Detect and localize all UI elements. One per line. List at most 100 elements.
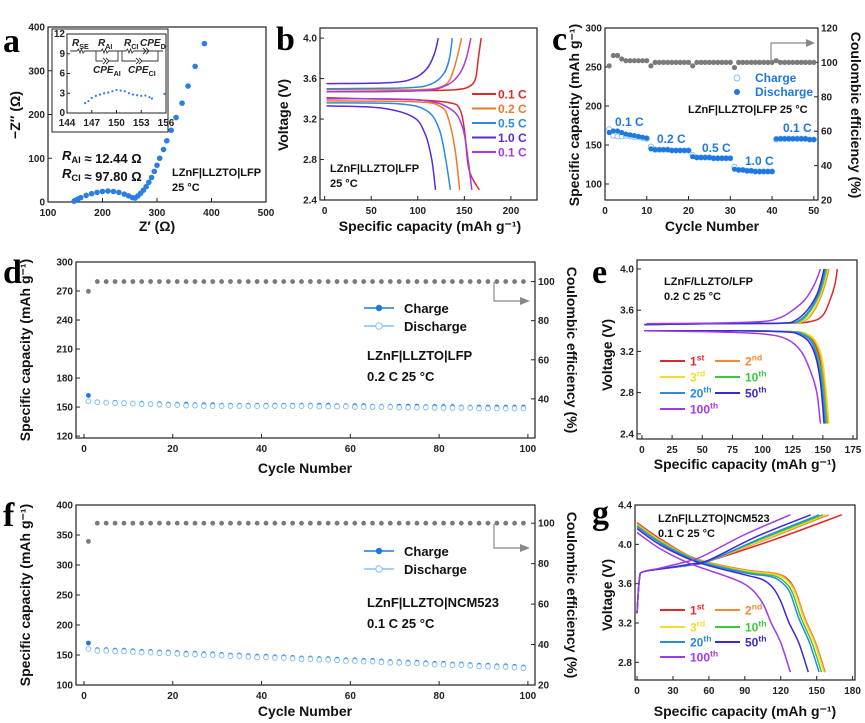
data-point-open [422,404,429,411]
y-tick-label: 3.6 [618,579,632,590]
data-point [254,279,260,284]
x-tick-label: 20 [167,691,179,702]
y-tick-label: 100 [28,154,45,165]
x-tick-label: 60 [345,691,357,702]
series-10c [326,37,440,190]
data-point [610,128,616,134]
data-point-open [147,649,154,656]
data-point-open [94,647,101,654]
discharge-curve [326,105,437,190]
x-tick-label: 0 [81,444,87,455]
data-point-open [493,405,500,412]
data-point-open [165,402,172,409]
data-point [723,59,729,65]
text-segment: st [697,353,705,363]
data-point-open [511,405,518,412]
data-point [644,58,650,64]
data-point [168,127,174,134]
data-point-open [476,405,482,412]
text-segment: CI [71,173,80,183]
legend-label: Charge [404,544,449,559]
legend-label: 20th [690,385,712,401]
data-point [281,279,287,284]
y-tick-label: 350 [56,531,73,542]
y-tick-label: 2.8 [618,658,632,669]
plot-frame [604,27,819,201]
x-tick-label: 20 [683,206,695,217]
data-point-open [254,403,261,409]
panel-letter: c [552,21,567,58]
panel-e: e Specific capacity (mAh g⁻¹) Voltage (V) 0… [592,254,862,472]
data-point [210,520,216,526]
x-axis-label: Cycle Number [665,218,760,234]
data-point-open [351,658,358,664]
inset-data-point [111,90,114,93]
data-point-open [485,663,491,670]
inset-y-tick-label: 0 [59,108,65,119]
x-tick-label: 200 [94,208,111,219]
data-point [325,279,331,284]
data-point [761,59,767,65]
text-segment: 1 [690,604,697,618]
text-segment: R [62,148,72,163]
y-tick-label: 300 [585,24,602,35]
data-point-open [263,654,269,661]
data-point [157,279,162,284]
inset-x-tick-label: 144 [59,118,76,129]
legend-label: Charge [404,301,449,316]
x-tick-label: 150 [815,445,832,456]
legend-label: 1.0 C [498,131,527,145]
data-point-open [165,650,172,657]
data-point [86,288,91,294]
data-point [648,146,654,152]
data-point-open [396,404,403,411]
y-tick-label: 150 [585,141,602,152]
data-point [623,58,629,64]
data-point [192,279,198,284]
text-segment: th [710,649,718,659]
data-point-open [375,322,383,330]
data-point [458,520,464,526]
data-point [731,166,738,172]
data-point [148,279,153,284]
data-point [299,520,304,526]
data-point-open [378,659,385,666]
legend-label: 0.1 C [498,146,527,160]
data-point [387,520,393,526]
series-ce [606,52,817,71]
y-tick-label: 200 [28,110,45,121]
data-point-open [121,648,127,655]
data-point [272,279,278,284]
text-segment: th [758,385,766,395]
data-point-open [85,398,92,405]
data-point [719,155,725,161]
data-point [656,147,662,153]
legend-label: 50th [745,634,767,650]
text-segment: 1 [690,355,697,369]
data-point-open [236,653,243,660]
data-point [316,520,322,526]
data-point [710,59,717,65]
x-tick-label: 50 [808,206,820,217]
data-point [245,520,251,526]
data-point-open [387,659,394,666]
data-point [290,520,296,526]
data-point [179,100,185,106]
y-tick-label: 400 [56,501,73,512]
data-point [761,168,767,175]
data-point [811,136,817,143]
data-point-open [85,646,92,652]
data-point [307,279,313,284]
y-tick-label: 240 [56,316,73,327]
inset-data-point [94,94,97,97]
x-tick-label: 20 [167,444,179,455]
y-tick-label: 3.2 [303,115,317,126]
data-point [521,520,526,526]
data-point [790,59,796,65]
x-tick-label: 100 [520,444,537,455]
x-tick-label: 80 [434,691,446,702]
x-tick-label: 25 [667,445,679,456]
arrow-right-icon [770,42,808,62]
inset-x-tick-label: 156 [158,118,175,129]
data-point [677,59,683,65]
